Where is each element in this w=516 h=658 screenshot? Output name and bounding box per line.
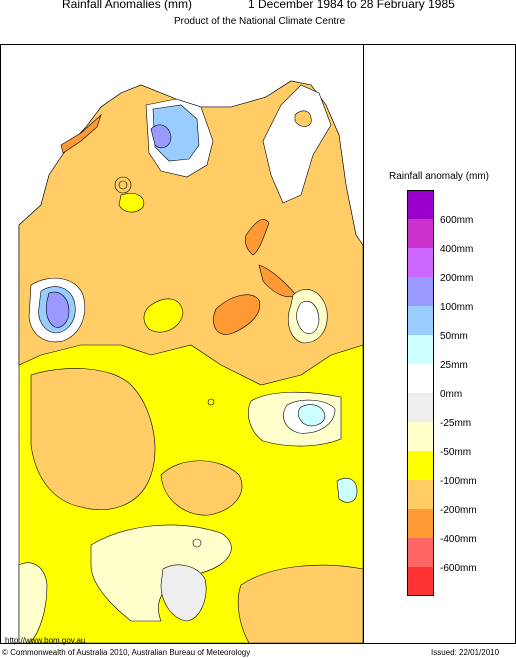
legend-swatch	[407, 306, 434, 335]
zone-minus50-south	[90, 524, 232, 622]
zone-minus25-south	[160, 564, 207, 622]
legend-swatch	[407, 422, 434, 451]
legend-label: -25mm	[440, 418, 472, 429]
legend-title: Rainfall anomaly (mm)	[388, 171, 490, 182]
legend-swatch	[407, 567, 434, 596]
zone-minus400-b	[245, 219, 270, 256]
legend-swatch	[407, 364, 434, 393]
zone-minus200-sw	[30, 368, 156, 510]
legend-swatch	[407, 335, 434, 364]
legend-label: 100mm	[440, 302, 474, 313]
anomaly-map	[1, 45, 364, 643]
copyright-text: © Commonwealth of Australia 2010, Austra…	[2, 648, 251, 657]
legend-swatch	[407, 393, 434, 422]
legend-label: 200mm	[440, 273, 474, 284]
zone-wet-east-edge	[336, 478, 358, 503]
zone-minus50-sw-corner	[18, 562, 48, 643]
contour-ring-north-inner	[118, 180, 128, 190]
zone-minus200-se	[237, 564, 363, 643]
legend-label: 0mm	[440, 389, 463, 400]
legend-label: -100mm	[440, 476, 477, 487]
issued-date: Issued: 22/01/2010	[431, 648, 500, 657]
gulf-islands	[294, 110, 312, 127]
source-url[interactable]: http://www.bom.gov.au	[5, 636, 86, 645]
contour-ring-south	[192, 538, 202, 548]
zone-minus400-c	[60, 114, 102, 154]
zone-minus100-b	[118, 193, 145, 213]
zone-minus100-a	[143, 298, 184, 333]
legend-panel: Rainfall anomaly (mm) 600mm 400mm 200mm …	[363, 45, 515, 643]
legend-label: 600mm	[440, 215, 474, 226]
legend-label: 400mm	[440, 244, 474, 255]
zone-wet-west-100	[45, 291, 70, 328]
contour-ring-south-dot	[207, 398, 215, 406]
legend-swatch	[407, 509, 434, 538]
legend-swatch	[407, 277, 434, 306]
gulf-inlet	[262, 84, 332, 204]
map-subtitle: Product of the National Climate Centre	[174, 16, 346, 27]
legend-label: 25mm	[440, 360, 468, 371]
legend-swatch	[407, 190, 434, 219]
legend-label: -400mm	[440, 534, 477, 545]
contour-ring-north	[114, 176, 132, 194]
zone-minus200-central	[160, 460, 243, 516]
legend-label: -50mm	[440, 447, 472, 458]
zone-minus400-a	[213, 294, 261, 335]
map-frame: Rainfall anomaly (mm) 600mm 400mm 200mm …	[0, 44, 516, 645]
legend-label: -200mm	[440, 505, 477, 516]
legend-swatch	[407, 248, 434, 277]
map-title: Rainfall Anomalies (mm)	[62, 0, 193, 11]
map-period: 1 December 1984 to 28 February 1985	[248, 0, 455, 11]
anomaly-map-graphic	[18, 80, 363, 643]
zone-wet-east-inner	[296, 301, 320, 334]
legend-label: 50mm	[440, 331, 468, 342]
legend-swatch	[407, 219, 434, 248]
legend-label: -600mm	[440, 563, 477, 574]
legend-swatch	[407, 480, 434, 509]
zone-wet-north-100	[150, 124, 172, 149]
zone-wet-central-blue	[297, 404, 326, 427]
legend-swatch	[407, 451, 434, 480]
legend-swatch	[407, 538, 434, 567]
